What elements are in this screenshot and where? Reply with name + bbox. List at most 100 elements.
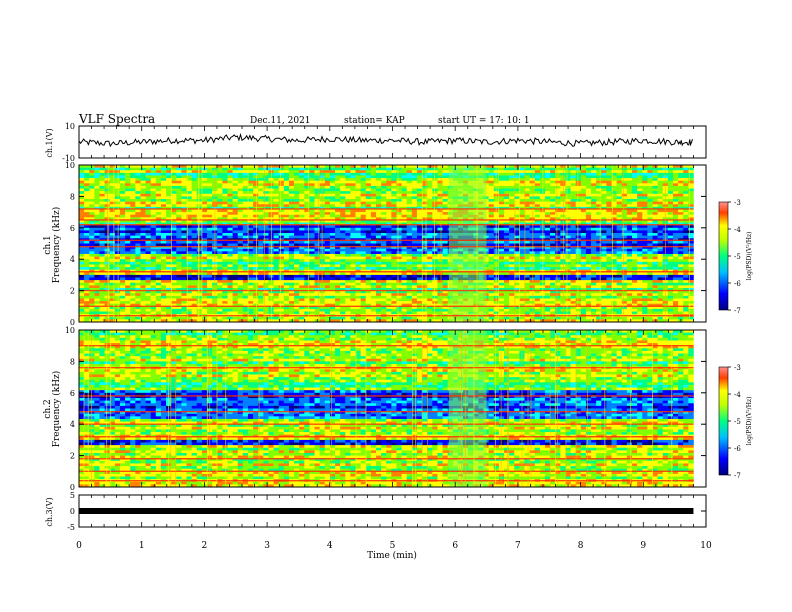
spectrogram-cell (99, 191, 105, 195)
spectrogram-cell (84, 264, 90, 268)
spectrogram-cell (340, 180, 346, 184)
spectrogram-cell (237, 204, 244, 208)
spectrogram-cell (601, 251, 607, 255)
spectrogram-cell (222, 201, 228, 205)
spectrogram-cell (406, 235, 413, 239)
spectrogram-cell (242, 193, 249, 197)
spectrogram-cell (237, 183, 244, 187)
spectrogram-cell (504, 219, 510, 223)
spectrogram-cell (570, 253, 576, 257)
spectrogram-cell (130, 235, 136, 239)
spectrogram-cell (201, 246, 208, 250)
spectrogram-cell (324, 261, 331, 265)
spectrogram-cell (227, 214, 233, 218)
spectrogram-cell (591, 246, 597, 250)
spectrogram-cell (375, 267, 382, 270)
spectrogram-cell (688, 230, 694, 234)
spectrogram-cell (591, 264, 597, 268)
spectrogram-cell (355, 214, 361, 218)
spectrogram-cell (130, 246, 136, 250)
spectrogram-cell (294, 180, 300, 184)
spectrogram-cell (232, 172, 239, 176)
spectrogram-cell (145, 246, 151, 250)
spectrogram-cell (621, 165, 628, 168)
spectrogram-cell (432, 240, 438, 244)
spectrogram-cell (391, 225, 397, 229)
spectrogram-cell (519, 212, 525, 216)
spectrogram-cell (232, 212, 239, 216)
spectrogram-cell (191, 193, 198, 197)
spectrogram-cell (637, 193, 643, 197)
spectrogram-cell (626, 235, 633, 239)
spectrogram-cell (350, 172, 356, 176)
spectrogram-cell (365, 219, 372, 223)
spectrogram-cell (227, 227, 233, 231)
spectrogram-cell (411, 191, 418, 195)
spectrogram-cell (652, 191, 658, 195)
spectrogram-cell (140, 175, 146, 179)
spectrogram-cell (360, 227, 367, 231)
spectrogram-cell (442, 253, 448, 257)
spectrogram-cell (386, 183, 392, 187)
spectrogram-cell (391, 235, 397, 239)
spectrogram-cell (570, 212, 576, 216)
spectrogram-cell (84, 227, 90, 231)
spectrogram-cell (560, 256, 566, 260)
spectrogram-cell (258, 175, 264, 179)
spectrogram-cell (606, 233, 612, 236)
spectrogram-cell (278, 170, 285, 174)
spectrogram-cell (534, 235, 541, 239)
spectrogram-cell (555, 204, 561, 208)
spectrogram-cell (242, 214, 249, 218)
spectrogram-cell (550, 251, 556, 255)
spectrogram-cell (411, 248, 418, 252)
spectrogram-cell (375, 178, 382, 181)
spectrogram-cell (647, 199, 653, 202)
spectrogram-cell (683, 167, 689, 171)
spectrogram-cell (227, 264, 233, 268)
spectrogram-cell (309, 251, 315, 255)
spectrogram-cell (396, 240, 402, 244)
spectrogram-cell (688, 196, 694, 200)
spectrogram-cell (125, 188, 131, 192)
spectrogram-cell (416, 227, 423, 231)
spectrogram-cell (504, 261, 510, 265)
spectrogram-cell (340, 196, 346, 200)
spectrogram-cell (432, 201, 438, 205)
spectrogram-cell (125, 193, 131, 197)
spectrogram-cell (647, 185, 653, 189)
spectrogram-cell (294, 219, 300, 223)
spectrogram-cell (94, 172, 100, 176)
spectrogram-cell (514, 214, 520, 218)
spectrogram-cell (386, 261, 392, 265)
spectrogram-cell (171, 230, 177, 234)
spectrogram-cell (529, 175, 536, 179)
spectrogram-cell (258, 243, 264, 247)
spectrogram-cell (391, 230, 397, 234)
spectrogram-cell (258, 209, 264, 213)
spectrogram-cell (442, 183, 448, 187)
spectrogram-cell (550, 175, 556, 179)
spectrogram-cell (176, 243, 182, 247)
spectrogram-cell (125, 267, 131, 270)
spectrogram-cell (401, 167, 408, 171)
spectrogram-cell (519, 204, 525, 208)
spectrogram-cell (688, 261, 694, 265)
spectrogram-cell (647, 233, 653, 236)
spectrogram-cell (135, 248, 141, 252)
spectrogram-cell (237, 264, 244, 268)
spectrogram-cell (186, 204, 192, 208)
spectrogram-cell (667, 180, 674, 184)
spectrogram-cell (176, 240, 182, 244)
spectrogram-cell (565, 199, 571, 202)
spectrogram-cell (570, 267, 576, 270)
spectrogram-cell (488, 178, 495, 181)
spectrogram-cell (207, 178, 213, 181)
spectrogram-cell (601, 248, 607, 252)
spectrogram-cell (524, 227, 530, 231)
spectrogram-cell (529, 230, 536, 234)
spectrogram-cell (678, 246, 684, 250)
spectrogram-cell (155, 264, 162, 268)
spectrogram-cell (391, 214, 397, 218)
spectrogram-cell (370, 233, 377, 236)
